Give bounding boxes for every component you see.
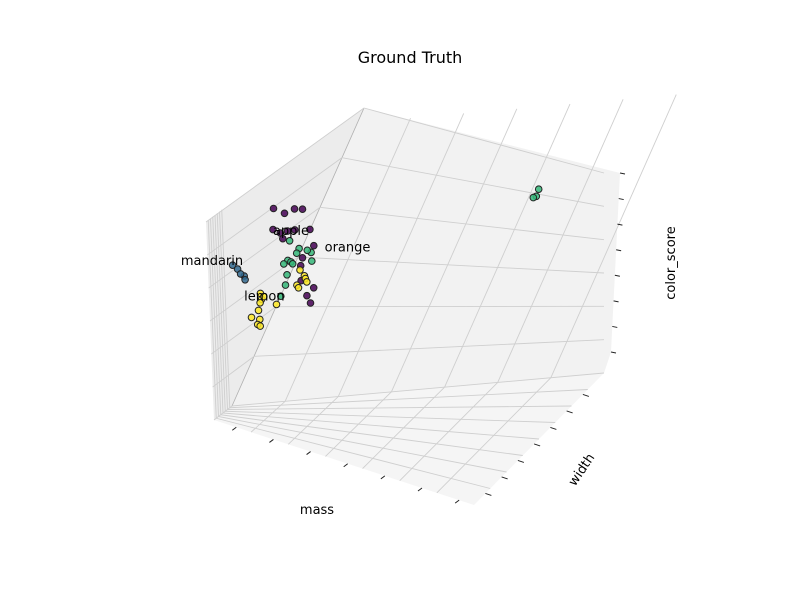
z-grid-line-back [341, 157, 605, 207]
point-orange [285, 237, 294, 245]
point-apple [298, 253, 307, 262]
chart-title: Ground Truth [358, 48, 463, 67]
point-apple [303, 291, 311, 300]
y-tick [517, 459, 525, 463]
y-grid-line-left [221, 209, 231, 408]
z-grid-line-left [205, 107, 365, 223]
z-tick [613, 300, 619, 303]
z-grid-line-back [253, 339, 605, 357]
point-apple [283, 227, 292, 235]
z-grid-line-left [213, 405, 233, 421]
x-grid-line-back [497, 99, 624, 383]
point-lemon [272, 300, 281, 309]
y-grid-line [229, 389, 588, 409]
z-grid-line-left [212, 355, 255, 388]
point-orange [534, 185, 543, 193]
y-tick [485, 492, 492, 496]
point-lemon [260, 292, 268, 301]
z-grid-line-back [297, 256, 605, 274]
data-points [228, 185, 543, 330]
y-grid-line [220, 414, 523, 456]
x-axis-label: mass [300, 503, 334, 518]
x-tick [269, 439, 274, 443]
z-grid-line-back [231, 372, 605, 407]
z-axis-label: color_score [664, 226, 679, 299]
annotation-apple: apple [273, 224, 309, 239]
z-grid-line-back [319, 206, 605, 241]
point-lemon [256, 322, 265, 330]
annotation-lemon: lemon [244, 289, 284, 304]
z-tick [619, 172, 626, 175]
z-tick [610, 351, 617, 354]
z-tick [617, 223, 623, 226]
y-tick [582, 393, 590, 397]
point-orange [280, 260, 288, 268]
point-orange [277, 292, 285, 301]
x-tick [306, 451, 311, 455]
point-orange [529, 193, 538, 202]
y-axis-label: width [566, 451, 598, 489]
point-mandarin [228, 261, 237, 270]
z-tick [616, 249, 622, 252]
x-tick [343, 463, 349, 468]
y-tick [566, 410, 573, 414]
y-tick [533, 443, 541, 447]
x-tick [417, 487, 423, 492]
point-orange [288, 260, 297, 268]
y-grid-line [225, 410, 556, 423]
y-grid-line [218, 416, 507, 473]
point-mandarin [241, 276, 249, 284]
y-tick [550, 426, 557, 430]
y-tick [501, 476, 508, 480]
point-apple [269, 204, 278, 213]
point-lemon [303, 278, 311, 286]
back-pane [232, 108, 620, 406]
point-apple [309, 284, 318, 292]
x-grid-line-back [391, 108, 518, 393]
z-grid-line-left [208, 206, 321, 289]
point-apple [280, 209, 289, 218]
grid-lines [205, 94, 677, 494]
point-apple [279, 234, 287, 243]
point-mandarin [236, 270, 245, 278]
point-orange [308, 257, 316, 265]
tick-marks [231, 172, 626, 504]
z-grid-line-left [211, 306, 277, 355]
point-orange [281, 281, 290, 289]
point-lemon [294, 284, 303, 292]
y-grid-line [216, 417, 491, 489]
point-apple [290, 205, 299, 213]
point-orange [303, 246, 312, 255]
point-apple [306, 299, 315, 307]
x-tick [454, 499, 460, 504]
point-lemon [256, 299, 264, 307]
annotation-mandarin: mandarin [181, 254, 243, 269]
point-apple [306, 225, 314, 234]
point-orange [283, 271, 291, 279]
point-apple [310, 241, 318, 250]
y-grid-line [227, 405, 572, 410]
x-tick [231, 426, 237, 431]
x-grid-line-back [444, 103, 571, 388]
annotations: apple mandarin orange lemon [181, 224, 371, 304]
point-apple [298, 205, 307, 213]
x-tick [380, 475, 386, 480]
z-grid-line-back [363, 107, 605, 174]
point-lemon [296, 266, 304, 274]
annotation-orange: orange [325, 241, 371, 256]
point-lemon [247, 313, 256, 322]
z-tick [614, 274, 620, 277]
z-tick [618, 198, 624, 201]
point-apple [269, 225, 277, 234]
y-grid-line [222, 412, 540, 440]
point-orange [292, 249, 301, 257]
x-grid-line-back [337, 113, 465, 397]
x-grid-line-back [550, 94, 677, 378]
point-apple [291, 226, 299, 234]
z-tick [612, 325, 618, 328]
point-lemon [254, 306, 263, 315]
